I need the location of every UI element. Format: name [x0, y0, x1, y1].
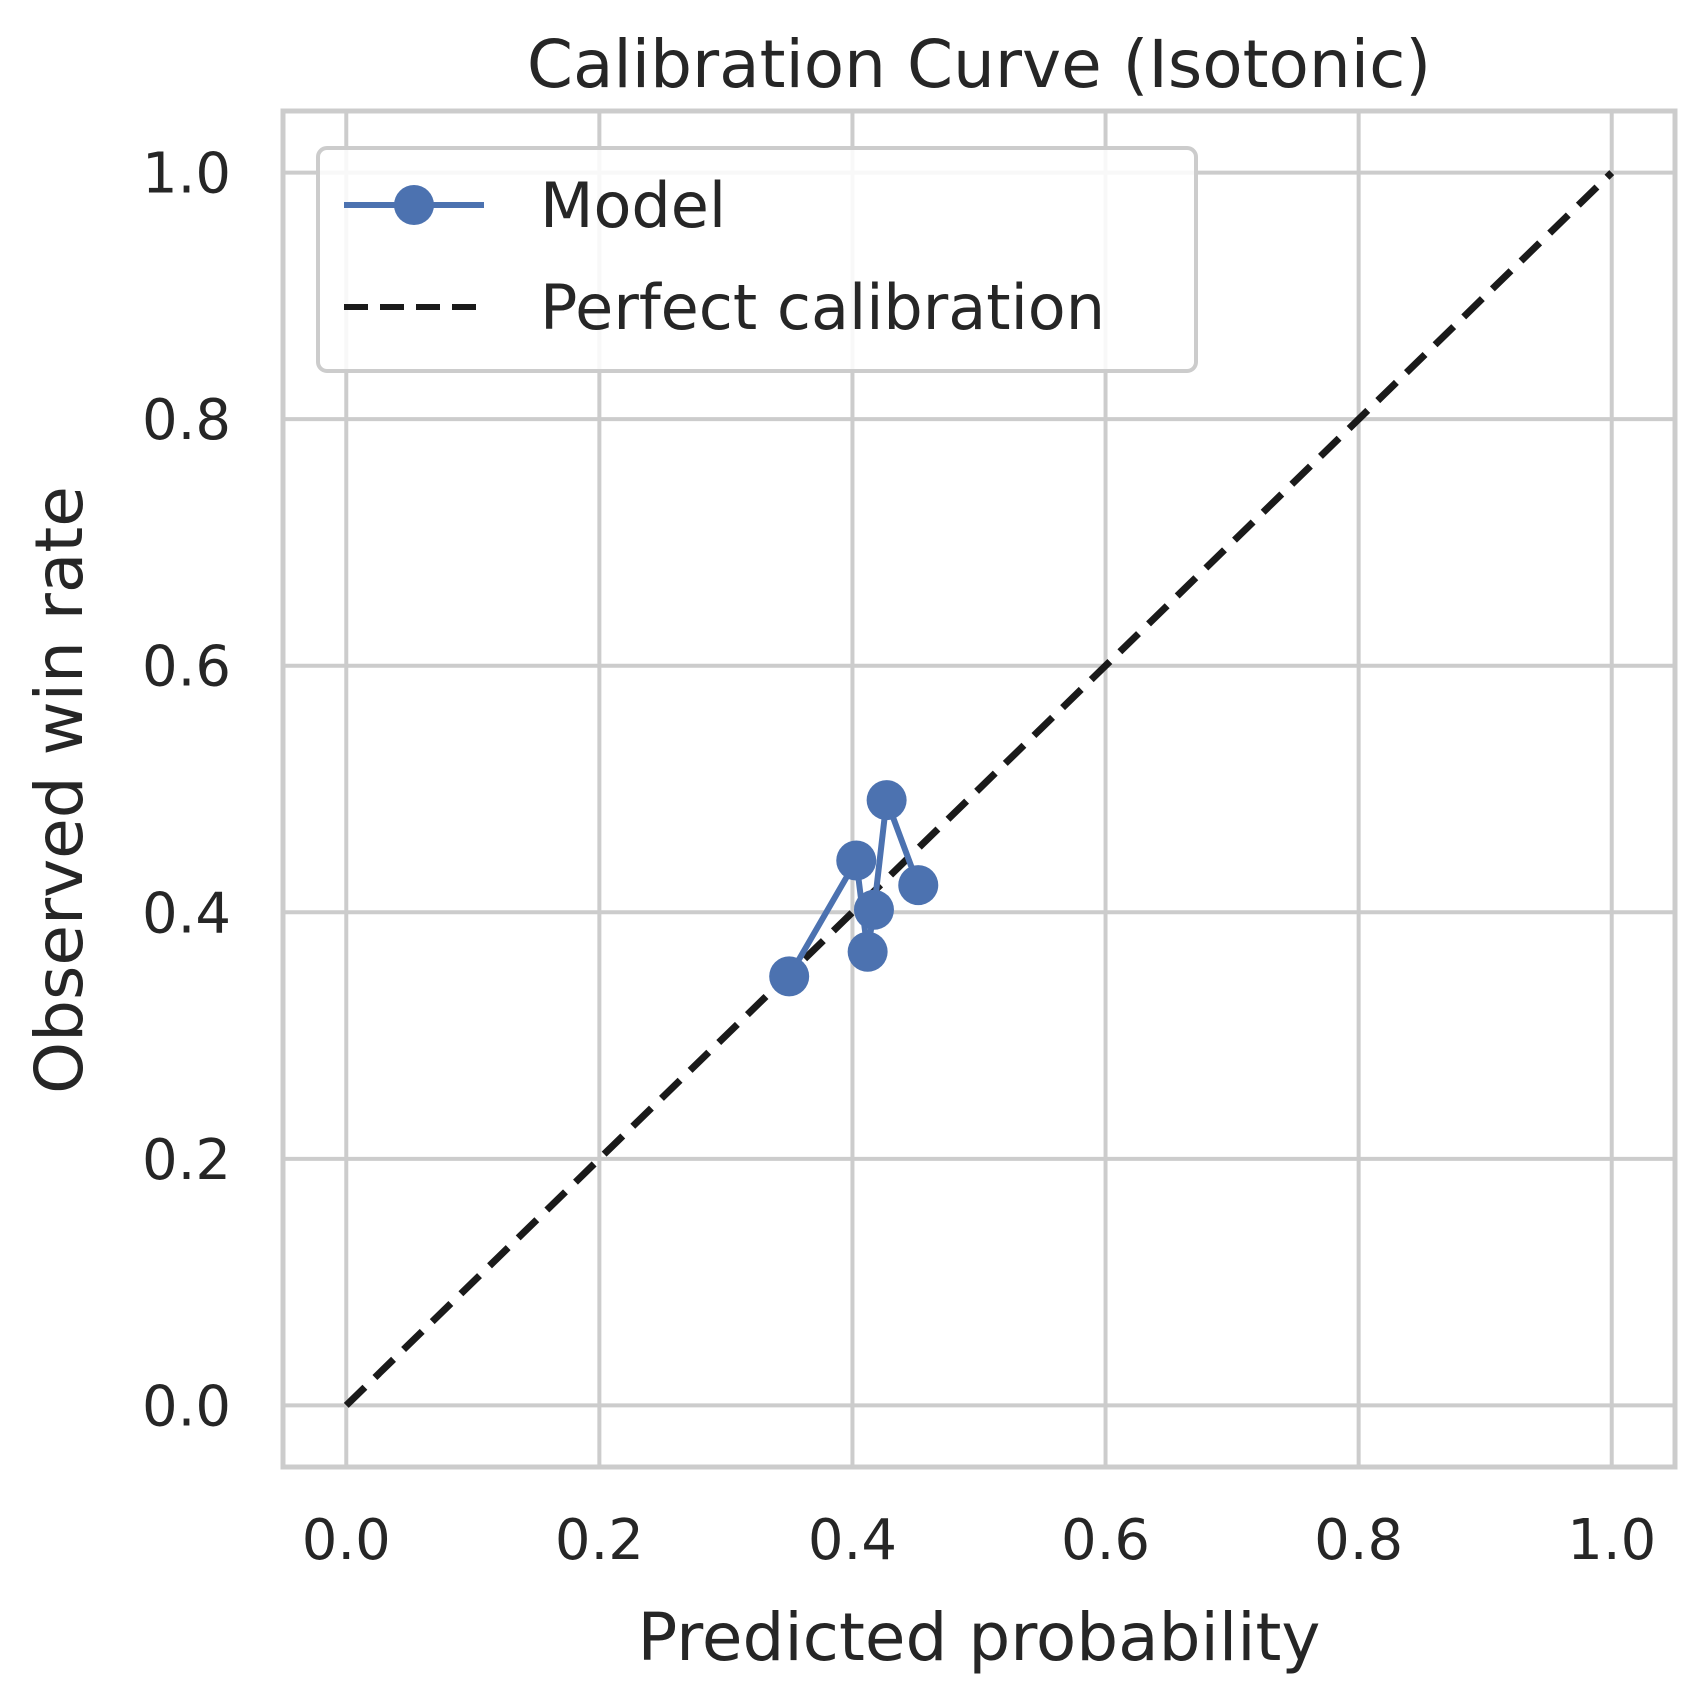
y-tick-label: 0.6 [142, 635, 231, 700]
y-tick-label: 0.8 [142, 388, 231, 453]
y-axis-label: Observed win rate [21, 486, 98, 1094]
y-tick-label: 0.0 [142, 1374, 231, 1439]
x-tick-label: 0.2 [555, 1508, 644, 1573]
x-tick-label: 0.0 [302, 1508, 391, 1573]
model-point [847, 931, 888, 972]
legend: Model Perfect calibration [316, 146, 1198, 373]
legend-perfect-calibration-label: Perfect calibration [540, 271, 1105, 344]
chart-title: Calibration Curve (Isotonic) [527, 26, 1431, 103]
model-point [866, 780, 907, 821]
model-point [898, 865, 939, 906]
legend-model-label: Model [540, 169, 726, 242]
perfect-calibration-line [343, 170, 1615, 1408]
plot-frame [280, 108, 1678, 1470]
plot-series [343, 170, 1615, 1408]
tick-labels: 0.0 0.2 0.4 0.6 0.8 1.0 0.0 0.2 0.4 0.6 0.8 1.0 [142, 142, 1656, 1573]
model-point [769, 956, 810, 997]
model-point [836, 840, 877, 881]
x-tick-label: 1.0 [1567, 1508, 1656, 1573]
legend-model-marker [394, 185, 434, 225]
x-tick-label: 0.4 [808, 1508, 897, 1573]
x-tick-label: 0.6 [1061, 1508, 1150, 1573]
y-tick-label: 1.0 [142, 142, 231, 207]
y-tick-label: 0.4 [142, 881, 231, 946]
x-axis-label: Predicted probability [638, 1599, 1321, 1676]
y-tick-label: 0.2 [142, 1128, 231, 1193]
x-tick-label: 0.8 [1314, 1508, 1403, 1573]
model-point [853, 889, 894, 930]
legend-box [316, 146, 1198, 373]
